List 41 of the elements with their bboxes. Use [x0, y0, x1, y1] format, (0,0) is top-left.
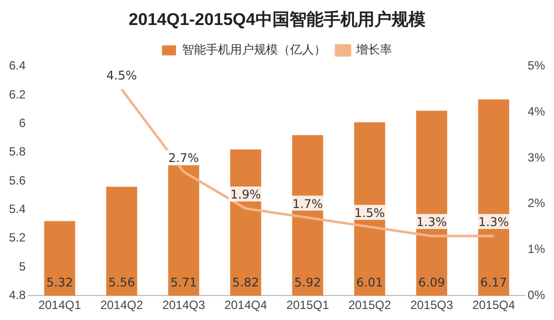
data-label: 5.71: [170, 276, 198, 290]
data-label: 4.5%: [106, 68, 137, 82]
x-tick-label: 2015Q2: [348, 298, 392, 312]
data-label: 5.32: [46, 276, 74, 290]
legend-label: 智能手机用户规模（亿人）: [182, 42, 326, 57]
data-label: 5.92: [294, 276, 322, 290]
x-tick-label: 2015Q3: [410, 298, 454, 312]
y2-tick-label: 0%: [528, 288, 546, 302]
data-label: 5.82: [232, 276, 260, 290]
x-tick-label: 2014Q4: [224, 298, 268, 312]
y2-tick-label: 4%: [528, 104, 546, 119]
data-label: 6.01: [356, 276, 384, 290]
legend-label: 增长率: [355, 42, 392, 57]
y2-tick-label: 2%: [528, 196, 546, 210]
y-tick-label: 4.8: [8, 288, 26, 302]
data-label: 6.09: [418, 276, 446, 290]
y-tick-label: 6.2: [8, 87, 26, 102]
y-tick-label: 5: [18, 259, 26, 274]
y-tick-label: 6.4: [8, 58, 26, 73]
x-tick-label: 2014Q1: [38, 298, 82, 312]
y2-tick-label: 5%: [528, 58, 546, 73]
y-tick-label: 5.2: [8, 230, 26, 245]
data-label: 1.9%: [230, 188, 261, 202]
data-label: 1.7%: [292, 196, 323, 211]
x-tick-label: 2014Q2: [100, 298, 144, 312]
data-label: 6.17: [480, 276, 508, 290]
y2-tick-label: 1%: [528, 242, 546, 256]
chart-title: 2014Q1-2015Q4中国智能手机用户规模: [128, 10, 426, 29]
x-tick-label: 2014Q3: [162, 298, 206, 312]
data-label: 2.7%: [168, 150, 199, 165]
y-tick-label: 5.8: [8, 144, 26, 159]
x-tick-label: 2015Q4: [472, 298, 516, 312]
y2-tick-label: 3%: [528, 150, 546, 164]
x-tick-label: 2015Q1: [286, 298, 330, 312]
y-tick-label: 6: [18, 116, 26, 130]
data-label: 1.3%: [416, 215, 447, 230]
data-label: 1.3%: [478, 215, 509, 230]
data-label: 5.56: [108, 276, 136, 290]
y-tick-label: 5.6: [8, 173, 26, 188]
y-tick-label: 5.4: [8, 202, 26, 216]
data-label: 1.5%: [354, 206, 385, 220]
